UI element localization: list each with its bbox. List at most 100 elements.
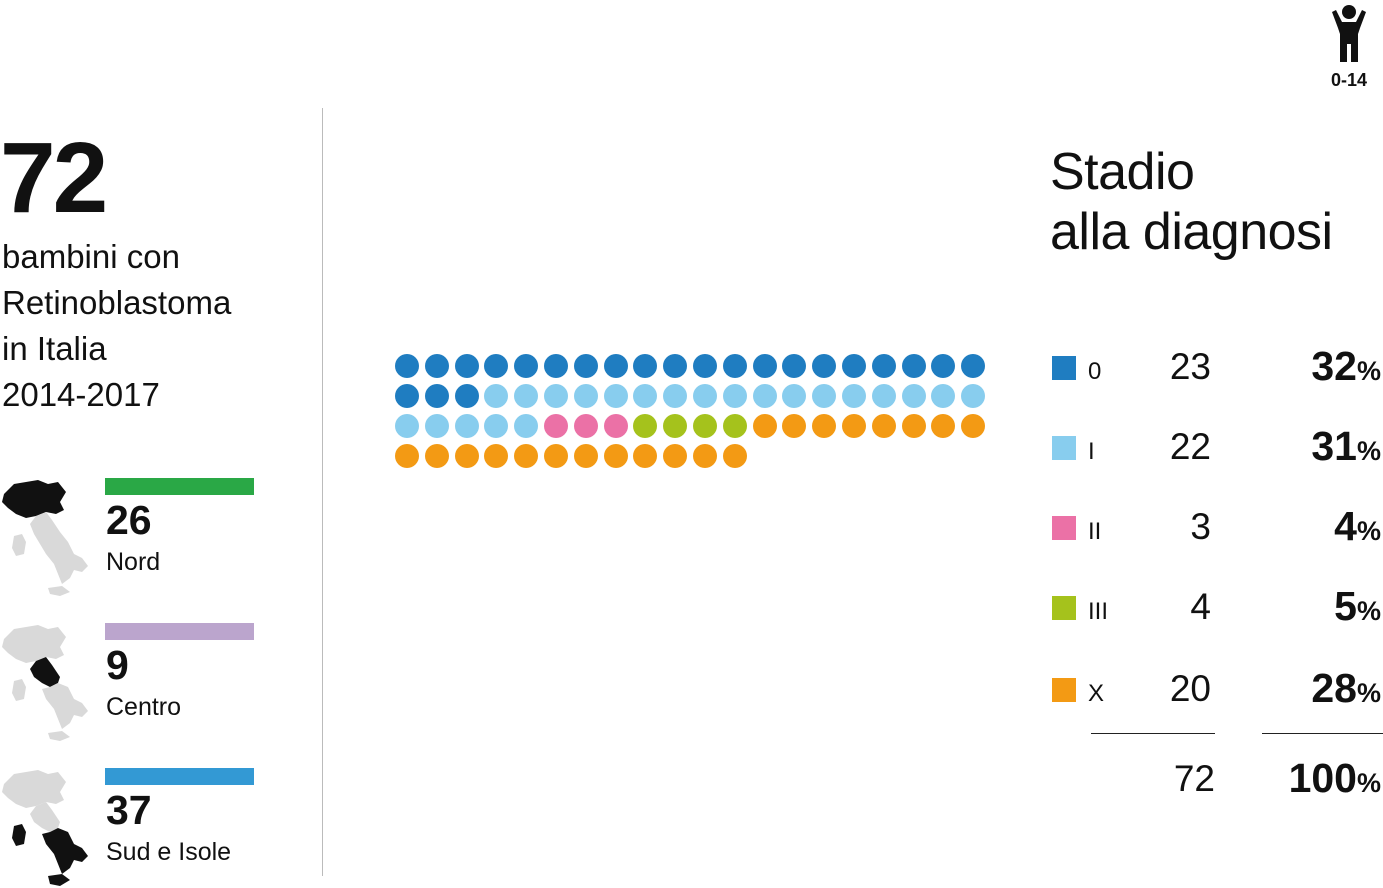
region-count: 26 — [106, 497, 152, 543]
dot-stage-0 — [961, 354, 985, 378]
dot-stage-i — [455, 414, 479, 438]
dot-stage-ii — [604, 414, 628, 438]
total-percent-value: 100 — [1288, 755, 1357, 801]
dot-stage-x — [872, 414, 896, 438]
dot-stage-0 — [425, 384, 449, 408]
legend-row-stage-iii: III 4 5% — [1052, 580, 1383, 630]
dot-stage-0 — [872, 354, 896, 378]
dot-stage-0 — [395, 354, 419, 378]
dot-stage-0 — [604, 354, 628, 378]
dot-stage-0 — [931, 354, 955, 378]
dot-stage-i — [753, 384, 777, 408]
dot-stage-x — [812, 414, 836, 438]
dot-stage-0 — [782, 354, 806, 378]
total-count: 72 — [0, 122, 108, 234]
dot-stage-0 — [574, 354, 598, 378]
legend-label: X — [1088, 680, 1105, 707]
stage-title-line: alla diagnosi — [1050, 203, 1333, 261]
dot-stage-x — [484, 444, 508, 468]
region-name: Centro — [106, 693, 182, 721]
dot-stage-i — [395, 414, 419, 438]
dot-stage-x — [425, 444, 449, 468]
column-divider — [322, 108, 323, 876]
dot-stage-x — [931, 414, 955, 438]
legend-count: 22 — [1169, 426, 1211, 467]
legend-row-stage-x: X 20 28% — [1052, 662, 1383, 712]
age-group-label: 0-14 — [1330, 70, 1368, 90]
legend-row-stage-ii: II 3 4% — [1052, 500, 1383, 550]
dot-stage-0 — [842, 354, 866, 378]
legend-label: 0 — [1088, 358, 1102, 385]
dot-stage-x — [961, 414, 985, 438]
stage-title-line: Stadio — [1050, 143, 1195, 201]
dot-stage-x — [455, 444, 479, 468]
dot-stage-0 — [514, 354, 538, 378]
legend-count: 4 — [1190, 586, 1211, 627]
dot-stage-i — [782, 384, 806, 408]
dot-stage-x — [604, 444, 628, 468]
dot-stage-i — [514, 384, 538, 408]
legend-percent-value: 31 — [1311, 423, 1357, 469]
total-description: bambini con Retinoblastoma in Italia 201… — [2, 234, 302, 418]
legend-percent-value: 5 — [1334, 583, 1357, 629]
total-stage-percent: 100% — [1240, 758, 1381, 799]
dot-stage-i — [663, 384, 687, 408]
dot-stage-x — [395, 444, 419, 468]
legend-label: I — [1088, 438, 1095, 465]
dot-stage-iii — [723, 414, 747, 438]
dot-stage-i — [633, 384, 657, 408]
italy-map-centro-icon — [2, 625, 88, 741]
legend-swatch — [1052, 516, 1076, 540]
stage-title: Stadio alla diagnosi — [1050, 142, 1333, 262]
legend-row-stage-0: 0 23 32% — [1052, 340, 1383, 390]
dot-stage-0 — [812, 354, 836, 378]
legend-row-stage-i: I 22 31% — [1052, 420, 1383, 470]
dot-stage-i — [425, 414, 449, 438]
dot-stage-i — [514, 414, 538, 438]
sum-divider-count — [1091, 733, 1215, 734]
region-name: Sud e Isole — [106, 838, 232, 866]
region-centro: 9 Centro — [0, 623, 290, 743]
region-count: 9 — [106, 642, 129, 688]
total-stage-count: 72 — [1173, 758, 1215, 799]
dot-stage-0 — [484, 354, 508, 378]
dot-stage-i — [812, 384, 836, 408]
region-nord: 26 Nord — [0, 478, 290, 598]
dot-stage-i — [961, 384, 985, 408]
legend-percent-value: 4 — [1334, 503, 1357, 549]
legend-percent: 32% — [1311, 346, 1381, 387]
dot-stage-x — [693, 444, 717, 468]
total-description-line: bambini con — [2, 238, 180, 275]
legend-percent-value: 32 — [1311, 343, 1357, 389]
dot-stage-i — [484, 414, 508, 438]
dot-stage-iii — [693, 414, 717, 438]
dot-stage-iii — [663, 414, 687, 438]
dot-stage-x — [663, 444, 687, 468]
dot-stage-i — [604, 384, 628, 408]
dot-stage-x — [782, 414, 806, 438]
dot-stage-iii — [633, 414, 657, 438]
legend-count: 20 — [1169, 668, 1211, 709]
percent-symbol: % — [1356, 768, 1381, 798]
italy-map-sud-icon — [2, 770, 88, 886]
dot-stage-x — [753, 414, 777, 438]
dot-stage-0 — [663, 354, 687, 378]
percent-symbol: % — [1356, 678, 1381, 708]
region-sud-e-isole: 37 Sud e Isole — [0, 768, 290, 888]
italy-map-nord-icon — [2, 480, 88, 596]
dot-stage-x — [544, 444, 568, 468]
legend-label: II — [1088, 518, 1102, 545]
dot-stage-x — [723, 444, 747, 468]
legend-percent: 28% — [1311, 668, 1381, 709]
dot-stage-0 — [902, 354, 926, 378]
percent-symbol: % — [1356, 596, 1381, 626]
dot-stage-x — [842, 414, 866, 438]
dot-stage-0 — [425, 354, 449, 378]
dot-stage-x — [574, 444, 598, 468]
legend-percent-value: 28 — [1311, 665, 1357, 711]
legend-count: 3 — [1190, 506, 1211, 547]
dot-stage-x — [514, 444, 538, 468]
percent-symbol: % — [1356, 516, 1381, 546]
region-name: Nord — [106, 548, 161, 576]
legend-swatch — [1052, 596, 1076, 620]
